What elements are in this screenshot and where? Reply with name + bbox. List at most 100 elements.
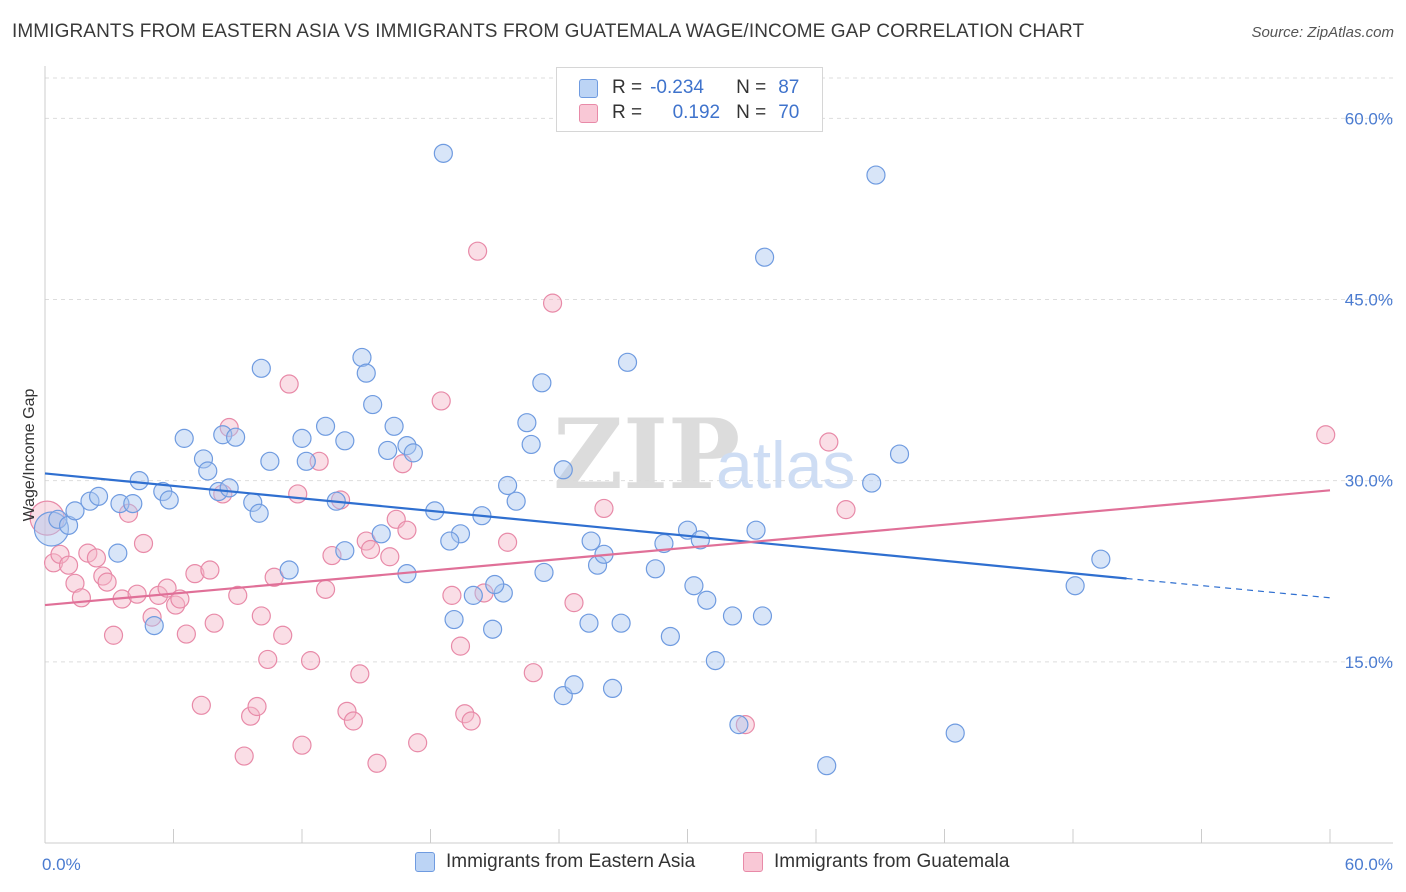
eastern-asia-point (260, 451, 280, 471)
guatemala-point (234, 746, 254, 766)
bottom-legend-swatch-pink (743, 852, 763, 872)
legend-row-guatemala: R = 0.192 N = 70 (579, 101, 799, 125)
guatemala-point (292, 735, 312, 755)
eastern-asia-point (144, 615, 164, 636)
guatemala-point (133, 533, 154, 554)
y-tick-label: 45.0% (1345, 290, 1393, 309)
eastern-asia-point (746, 520, 766, 540)
eastern-asia-point (754, 247, 775, 267)
eastern-asia-point (463, 585, 483, 605)
guatemala-point (247, 696, 267, 717)
guatemala-point (431, 391, 451, 411)
eastern-asia-point (645, 559, 665, 579)
guatemala-point (127, 584, 147, 604)
legend-swatch-blue (579, 78, 598, 98)
eastern-asia-point (684, 576, 704, 596)
eastern-asia-point (450, 524, 471, 544)
eastern-asia-point (335, 431, 355, 451)
eastern-asia-point (1091, 549, 1111, 569)
guatemala-point (251, 606, 271, 626)
chart-title: IMMIGRANTS FROM EASTERN ASIA VS IMMIGRAN… (12, 21, 1085, 42)
eastern-asia-point (564, 675, 584, 695)
eastern-asia-point (697, 590, 717, 610)
eastern-asia-point (722, 606, 743, 626)
eastern-asia-point (352, 347, 372, 368)
eastern-asia-point (219, 478, 239, 498)
eastern-asia-point (517, 413, 537, 433)
eastern-asia-point (251, 358, 271, 378)
legend-n-value: 70 (778, 102, 800, 123)
eastern-asia-point (335, 541, 355, 561)
guatemala-point (564, 593, 584, 613)
eastern-asia-point (88, 486, 109, 506)
legend-swatch-pink (579, 103, 598, 123)
grid-lines (45, 77, 1393, 663)
eastern-asia-point (315, 416, 336, 436)
bottom-legend-guatemala: Immigrants from Guatemala (743, 851, 1009, 873)
y-tick-label: 15.0% (1345, 653, 1393, 672)
eastern-asia-point (384, 416, 404, 436)
guatemala-points (29, 241, 1336, 773)
legend-n-label: N = (736, 102, 767, 123)
bottom-legend-swatch-blue (415, 852, 435, 872)
watermark: ZIP atlas (553, 398, 855, 511)
guatemala-point (836, 500, 856, 520)
guatemala-point (288, 484, 308, 504)
eastern-asia-point (33, 511, 70, 547)
eastern-asia-point (521, 434, 541, 455)
axes (44, 66, 1393, 844)
eastern-asia-point (690, 530, 710, 550)
legend-r-label: R = (612, 77, 643, 98)
eastern-asia-point (485, 574, 505, 595)
eastern-asia-point (193, 449, 214, 469)
guatemala-point (397, 520, 417, 540)
guatemala-point (157, 578, 177, 598)
guatemala-point (279, 374, 299, 394)
guatemala-point (455, 704, 475, 724)
eastern-asia-point (705, 651, 725, 671)
guatemala-point (273, 625, 293, 645)
eastern-asia-point (440, 531, 460, 551)
watermark-zip: ZIP (553, 398, 740, 511)
eastern-asia-point (752, 606, 773, 626)
guatemala-point (442, 585, 462, 605)
legend-row-eastern-asia: R = -0.234 N = 87 (579, 76, 799, 100)
eastern-asia-point (498, 475, 518, 496)
guatemala-point (241, 706, 261, 726)
guatemala-point (450, 636, 471, 656)
eastern-asia-point (602, 678, 623, 699)
eastern-asia-point (945, 723, 965, 743)
eastern-asia-points (33, 85, 1111, 776)
guatemala-point (542, 293, 563, 313)
eastern-asia-point (226, 427, 246, 447)
eastern-asia-point (48, 509, 68, 529)
guatemala-point (191, 695, 211, 715)
eastern-asia-point (532, 373, 552, 393)
eastern-asia-point (862, 473, 882, 493)
guatemala-point (219, 417, 239, 438)
eastern-asia-point (123, 494, 143, 514)
guatemala-point (200, 560, 220, 580)
x-tick-label: 0.0% (42, 855, 81, 874)
guatemala-point (468, 241, 488, 261)
guatemala-point (58, 555, 79, 575)
legend-r-label: R = (612, 102, 643, 123)
guatemala-point (103, 625, 124, 645)
eastern-asia-point (249, 503, 269, 523)
eastern-asia-point (534, 562, 554, 583)
guatemala-point (461, 711, 481, 731)
eastern-asia-point (397, 436, 417, 456)
eastern-asia-trend-extension (1126, 577, 1331, 599)
bottom-legend-label: Immigrants from Guatemala (774, 851, 1010, 872)
guatemala-point (170, 589, 190, 609)
guatemala-point (408, 733, 428, 753)
eastern-asia-point (889, 444, 910, 464)
guatemala-point (185, 564, 205, 584)
eastern-asia-point (581, 531, 601, 551)
eastern-asia-point (371, 524, 391, 544)
eastern-asia-point (506, 491, 526, 511)
eastern-asia-trend-line (44, 472, 1127, 580)
guatemala-point (204, 613, 224, 633)
guatemala-point (1316, 425, 1336, 445)
guatemala-point (380, 547, 400, 567)
